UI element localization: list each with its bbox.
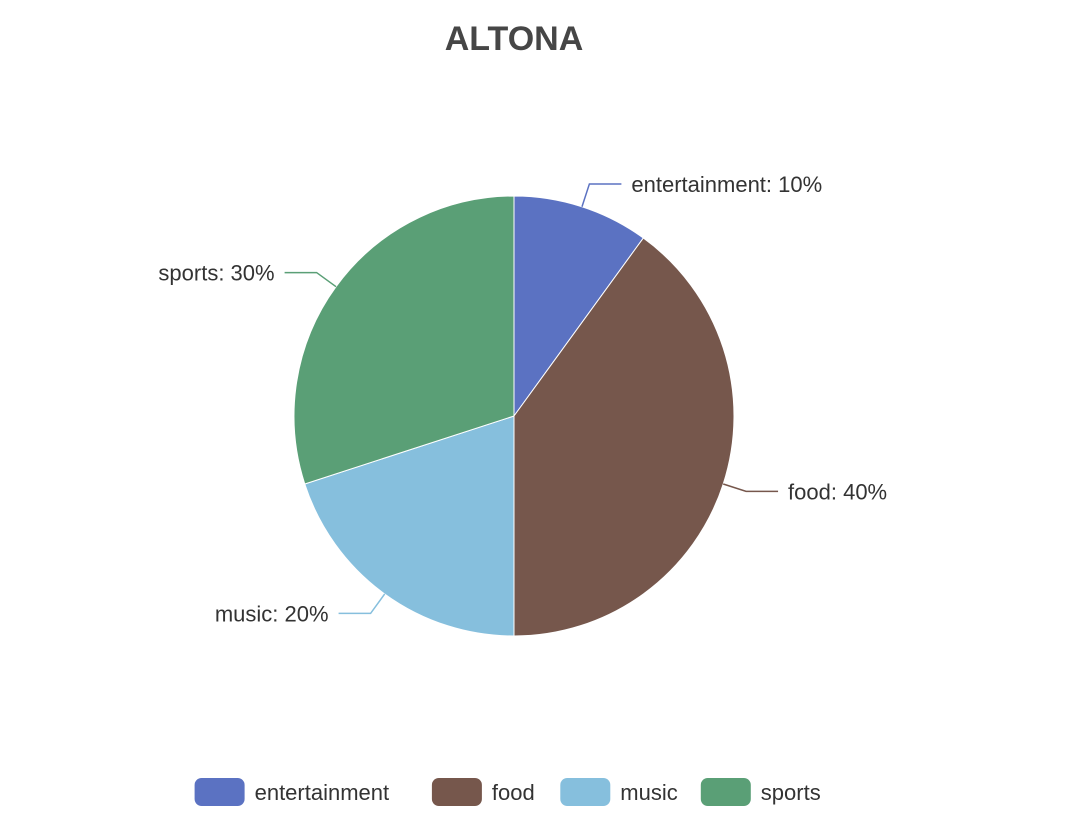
pie-slice-music[interactable] xyxy=(304,415,515,637)
leader-line-food xyxy=(722,483,779,493)
leader-line-sports xyxy=(284,271,337,288)
legend-swatch-food xyxy=(431,778,482,806)
legend-swatch-entertainment xyxy=(194,778,245,806)
legend-item-sports[interactable]: sports xyxy=(700,778,821,806)
legend-item-food[interactable]: food xyxy=(431,778,535,806)
legend-item-entertainment[interactable]: entertainment xyxy=(194,778,390,806)
chart-title: ALTONA xyxy=(444,20,584,58)
slice-label-food: food: 40% xyxy=(788,479,887,504)
legend-item-music[interactable]: music xyxy=(560,778,678,806)
pie-slice-food[interactable] xyxy=(513,237,735,637)
legend-label-sports: sports xyxy=(761,780,821,805)
slice-label-music: music: 20% xyxy=(215,601,329,626)
leader-line-entertainment xyxy=(581,183,622,208)
legend-swatch-sports xyxy=(700,778,751,806)
slice-label-entertainment: entertainment: 10% xyxy=(631,172,822,197)
legend: entertainment food music sports xyxy=(194,778,821,806)
legend-label-entertainment: entertainment xyxy=(255,780,390,805)
pie-slices xyxy=(293,195,735,637)
legend-label-music: music xyxy=(620,780,677,805)
legend-label-food: food xyxy=(492,780,535,805)
label-leader-lines xyxy=(284,183,779,615)
slice-label-sports: sports: 30% xyxy=(158,261,274,286)
legend-swatch-music xyxy=(560,778,611,806)
slice-labels: entertainment: 10% food: 40% music: 20% spo… xyxy=(158,172,887,626)
leader-line-music xyxy=(338,593,386,615)
